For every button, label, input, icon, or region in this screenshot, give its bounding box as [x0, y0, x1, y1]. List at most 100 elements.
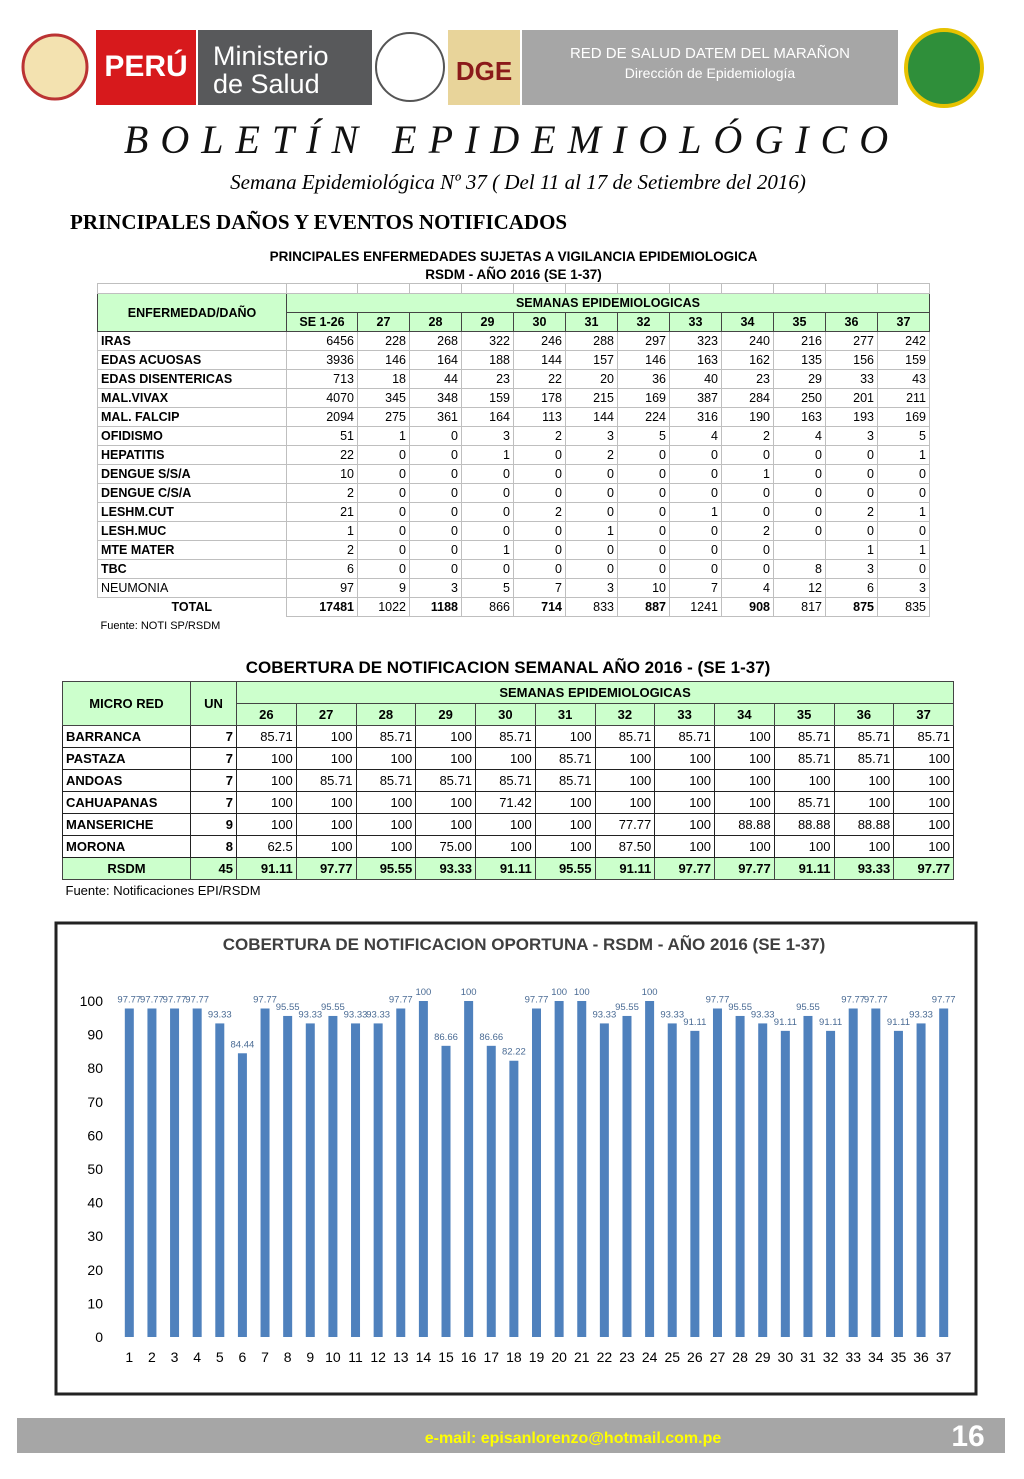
cell: 188 [461, 350, 514, 370]
cell: 164 [461, 407, 514, 427]
column-header: 30 [475, 702, 536, 726]
cell: 169 [877, 407, 930, 427]
bar [712, 1008, 722, 1337]
cell: 163 [669, 350, 722, 370]
cell: 1 [357, 426, 410, 446]
total-cell: 1188 [409, 597, 462, 617]
cell: 44 [409, 369, 462, 389]
cell: 0 [461, 559, 514, 579]
bar [645, 1001, 655, 1337]
cell: 8 [773, 559, 826, 579]
x-tick-label: 37 [936, 1349, 952, 1365]
x-tick-label: 11 [348, 1349, 363, 1365]
cell: 100 [594, 790, 656, 814]
cell: 77.77 [594, 812, 656, 836]
cell: 0 [721, 445, 774, 465]
cell: 85.71 [534, 768, 596, 792]
column-header: 29 [461, 312, 514, 332]
cell: 0 [513, 464, 566, 484]
cell: 201 [825, 388, 878, 408]
cell: 6 [825, 578, 878, 598]
data-label: 100 [574, 987, 590, 998]
renace-logo [375, 32, 445, 102]
cell: 144 [513, 350, 566, 370]
row-label: ANDOAS [62, 768, 191, 792]
cell: 0 [513, 540, 566, 560]
cell: 85.71 [773, 746, 835, 770]
source: Fuente: NOTI SP/RSDM [100, 620, 221, 632]
cell: 100 [415, 812, 476, 836]
y-tick-label: 20 [87, 1262, 103, 1278]
column-header: 35 [773, 702, 835, 726]
cell: 100 [714, 834, 775, 858]
bar [939, 1008, 949, 1337]
cell: 2 [721, 426, 774, 446]
data-label: 93.33 [344, 1009, 368, 1020]
x-tick-label: 6 [239, 1349, 247, 1365]
bar [283, 1015, 293, 1337]
cell: 22 [513, 369, 566, 389]
cell: 250 [773, 388, 826, 408]
cell: 85.71 [654, 724, 715, 748]
cell: 100 [295, 746, 357, 770]
cell: 1 [877, 445, 930, 465]
data-label: 91.11 [683, 1017, 706, 1028]
cell: 323 [669, 331, 722, 351]
title: BOLETÍN EPIDEMIOLÓGICO [123, 117, 901, 162]
datem-logo [904, 28, 984, 108]
column-header: 33 [654, 702, 715, 726]
footer: e-mail: episanlorenzo@hotmail.com.pe 16 [17, 1418, 1005, 1453]
cell: 85.71 [833, 746, 895, 770]
cell: 163 [773, 407, 826, 427]
spacer [773, 283, 826, 294]
x-tick-label: 19 [529, 1349, 545, 1365]
cell: 100 [833, 834, 895, 858]
column-header: 31 [534, 702, 596, 726]
cell: 162 [721, 350, 774, 370]
cell: 62.5 [236, 834, 297, 858]
cell: 0 [513, 559, 566, 579]
row-label: NEUMONIA [97, 578, 287, 598]
cell: 51 [286, 426, 358, 446]
cell: 1 [669, 502, 722, 522]
data-label: 93.33 [660, 1009, 684, 1020]
x-tick-label: 9 [306, 1349, 314, 1365]
spacer [357, 283, 410, 294]
coat-of-arms [21, 33, 89, 101]
header-logos: PERÚ Ministerio de Salud DGE RED DE SALU… [21, 28, 984, 108]
cell: 0 [409, 559, 462, 579]
cell: 100 [893, 790, 955, 814]
x-tick-label: 34 [868, 1349, 884, 1365]
cell: 2 [513, 502, 566, 522]
x-tick-label: 21 [574, 1349, 590, 1365]
cell: 277 [825, 331, 878, 351]
cell: 0 [617, 540, 670, 560]
total-cell: 887 [617, 597, 670, 617]
total-label: TOTAL [171, 600, 212, 615]
row-label: MAL. FALCIP [97, 407, 287, 427]
minsa-logo [198, 30, 372, 105]
y-tick-label: 80 [87, 1060, 103, 1076]
bar [735, 1015, 745, 1337]
cell: 100 [475, 746, 536, 770]
y-tick-label: 50 [87, 1161, 103, 1177]
x-tick-label: 4 [193, 1349, 201, 1365]
x-tick-label: 2 [148, 1349, 156, 1365]
cell: 0 [409, 502, 462, 522]
cell: 0 [409, 445, 462, 465]
footer-bar [17, 1418, 1005, 1453]
cell: 387 [669, 388, 722, 408]
cell: 240 [721, 331, 774, 351]
cell: 0 [409, 483, 462, 503]
spacer [565, 283, 618, 294]
cell: 23 [721, 369, 774, 389]
cell: 100 [475, 834, 536, 858]
cell: 713 [286, 369, 358, 389]
row-label: CAHUAPANAS [62, 790, 191, 814]
cell: 1 [877, 540, 930, 560]
bar [577, 1001, 587, 1337]
cell: 85.71 [594, 724, 656, 748]
data-label: 82.22 [502, 1047, 526, 1058]
cell: 0 [565, 464, 618, 484]
spacer [97, 283, 287, 294]
